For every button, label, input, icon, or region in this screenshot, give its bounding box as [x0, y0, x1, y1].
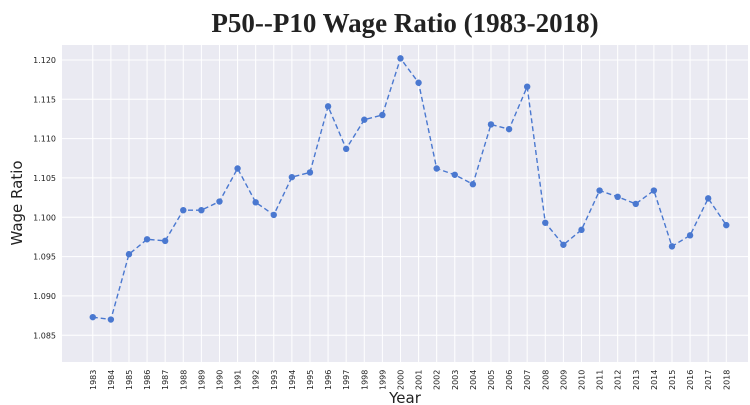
x-tick-label: 2003 [451, 370, 460, 390]
x-tick-label: 1983 [89, 370, 98, 390]
x-tick-label: 1985 [125, 370, 134, 390]
point [270, 211, 277, 219]
point [379, 111, 386, 119]
y-tick-label: 1.090 [33, 292, 56, 301]
point [161, 237, 169, 245]
x-tick-label: 1995 [306, 370, 315, 390]
x-tick-label: 1998 [360, 370, 369, 390]
point [451, 171, 458, 178]
point [505, 125, 513, 133]
x-tick-label: 2007 [523, 370, 532, 390]
point [143, 236, 151, 243]
point [632, 200, 639, 208]
point [234, 165, 241, 172]
point [469, 181, 477, 188]
point [125, 251, 133, 258]
point [614, 193, 621, 201]
x-tick-label: 2001 [415, 370, 424, 390]
x-tick-label: 1990 [215, 370, 224, 390]
x-tick-label: 2017 [704, 370, 713, 390]
point [89, 313, 96, 321]
point [704, 195, 712, 202]
x-tick-label: 2018 [722, 370, 731, 390]
x-tick-label: 1989 [197, 370, 206, 390]
x-tick-label: 2004 [469, 370, 478, 390]
point [397, 55, 404, 62]
x-tick-label: 2010 [577, 370, 586, 390]
x-tick-label: 2014 [650, 370, 659, 390]
point [342, 145, 350, 153]
point [107, 316, 115, 323]
x-tick-label: 2015 [668, 370, 677, 390]
x-axis-label: Year [388, 389, 422, 405]
point [252, 199, 259, 206]
x-tick-label: 1997 [342, 370, 351, 390]
point [433, 165, 440, 172]
x-tick-label: 1994 [288, 370, 297, 390]
point [560, 241, 567, 248]
point [288, 173, 296, 181]
point [198, 206, 205, 214]
y-tick-label: 1.085 [33, 331, 56, 340]
point [668, 243, 676, 250]
point [180, 206, 187, 214]
x-tick-label: 2005 [487, 370, 496, 390]
point [216, 198, 223, 205]
y-tick-label: 1.110 [33, 135, 56, 144]
x-tick-label: 2006 [505, 370, 514, 390]
x-tick-label: 1984 [107, 370, 116, 390]
x-tick-label: 2011 [596, 370, 605, 390]
x-tick-label: 2000 [396, 370, 405, 390]
point [650, 187, 658, 194]
point [686, 232, 694, 239]
point [596, 187, 603, 194]
x-tick-label: 2013 [632, 370, 641, 390]
x-tick-label: 1996 [324, 370, 333, 390]
y-tick-label: 1.105 [33, 174, 56, 183]
point [578, 226, 585, 234]
point [523, 83, 531, 90]
x-tick-label: 1992 [252, 370, 261, 390]
x-tick-label: 1993 [270, 370, 279, 390]
x-tick-label: 2009 [559, 370, 568, 390]
x-tick-label: 1988 [179, 370, 188, 390]
x-tick-label: 2002 [433, 370, 442, 390]
point [542, 219, 549, 226]
point [324, 103, 332, 110]
point [306, 169, 314, 176]
y-tick-label: 1.115 [33, 95, 56, 104]
point [415, 79, 422, 86]
x-tick-label: 1987 [161, 370, 170, 390]
y-axis-label: Wage Ratio [8, 160, 26, 245]
x-tick-label: 1991 [234, 370, 243, 390]
point [361, 116, 368, 123]
x-tick-label: 1986 [143, 370, 152, 390]
y-tick-label: 1.100 [33, 213, 56, 222]
x-tick-label: 2012 [614, 370, 623, 390]
point [487, 121, 495, 128]
chart-title: P50--P10 Wage Ratio (1983-2018) [211, 8, 598, 38]
x-tick-label: 1999 [378, 370, 387, 390]
x-tick-label: 2016 [686, 370, 695, 390]
y-tick-label: 1.120 [33, 56, 56, 65]
y-tick-label: 1.095 [33, 253, 56, 262]
x-tick-label: 2008 [541, 370, 550, 390]
point [723, 221, 730, 229]
